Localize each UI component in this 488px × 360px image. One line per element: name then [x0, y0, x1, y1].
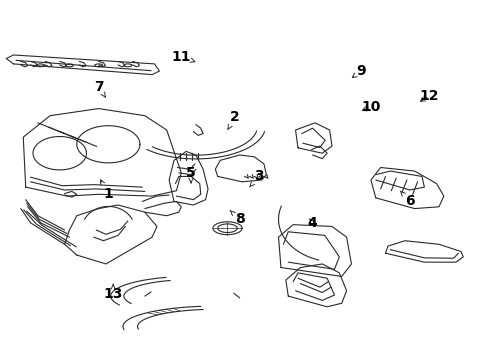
- Text: 12: 12: [419, 89, 438, 103]
- Text: 5: 5: [186, 166, 196, 183]
- Text: 6: 6: [400, 191, 414, 208]
- Text: 4: 4: [307, 216, 317, 230]
- Text: 13: 13: [103, 284, 122, 301]
- Text: 7: 7: [94, 80, 105, 97]
- Text: 1: 1: [100, 180, 113, 201]
- Text: 2: 2: [227, 111, 239, 130]
- Text: 8: 8: [229, 210, 244, 226]
- Text: 9: 9: [352, 64, 365, 78]
- Text: 3: 3: [249, 170, 264, 187]
- Text: 10: 10: [361, 100, 380, 114]
- Text: 11: 11: [171, 50, 194, 64]
